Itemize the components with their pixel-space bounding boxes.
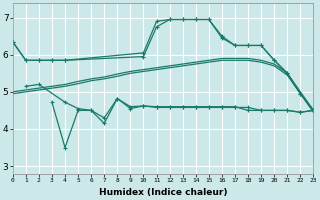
X-axis label: Humidex (Indice chaleur): Humidex (Indice chaleur) xyxy=(99,188,227,197)
